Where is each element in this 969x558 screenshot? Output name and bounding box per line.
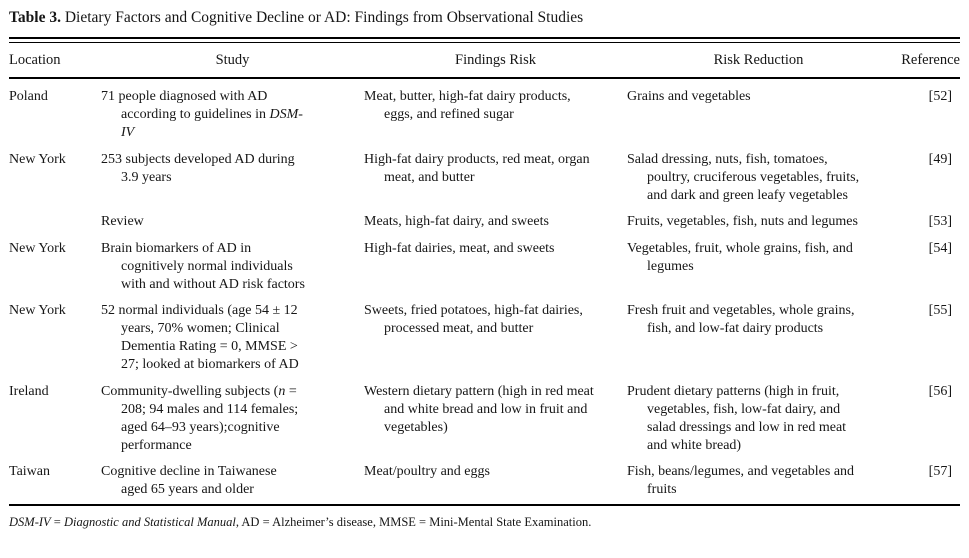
cell-findings-risk: Meats, high-fat dairy, and sweets bbox=[364, 209, 627, 236]
table-caption: Dietary Factors and Cognitive Decline or… bbox=[60, 9, 584, 26]
cell-reference: [55] bbox=[928, 303, 952, 318]
cell-study: 71 people diagnosed with AD according to… bbox=[101, 78, 364, 147]
cell-reference: [49] bbox=[928, 151, 952, 167]
cell-findings-risk-text: Sweets, fried potatoes, high-fat dairies… bbox=[364, 303, 583, 336]
cell-study: 253 subjects developed AD during 3.9 yea… bbox=[101, 147, 364, 210]
header-risk-reduction: Risk Reduction bbox=[627, 43, 890, 79]
cell-study-text: 71 people diagnosed with AD according to… bbox=[101, 89, 303, 140]
bottom-rule bbox=[9, 503, 960, 506]
cell-study-text: Review bbox=[101, 214, 144, 229]
cell-risk-reduction-text: Fruits, vegetables, fish, nuts and legum… bbox=[627, 214, 858, 229]
cell-reference: [52] bbox=[928, 89, 952, 104]
cell-risk-reduction: Grains and vegetables bbox=[627, 78, 890, 147]
cell-location: Taiwan bbox=[9, 464, 51, 479]
table-body: Poland 71 people diagnosed with AD accord… bbox=[9, 78, 960, 504]
table-row: New York 253 subjects developed AD during… bbox=[9, 147, 960, 210]
cell-findings-risk: Meat, butter, high-fat dairy products, e… bbox=[364, 78, 627, 147]
cell-risk-reduction: Fish, beans/legumes, and vegetables and … bbox=[627, 459, 890, 504]
table-number-label: Table 3. bbox=[9, 9, 61, 26]
table-row: Review Meats, high-fat dairy, and sweets F… bbox=[9, 209, 960, 236]
cell-findings-risk-text: High-fat dairies, meat, and sweets bbox=[364, 240, 555, 256]
cell-study: Review bbox=[101, 209, 364, 236]
cell-location: Ireland bbox=[9, 383, 49, 399]
table-row: Taiwan Cognitive decline in Taiwanese age… bbox=[9, 459, 960, 504]
cell-study-text: Cognitive decline in Taiwanese aged 65 y… bbox=[101, 464, 277, 497]
cell-findings-risk-text: High-fat dairy products, red meat, organ… bbox=[364, 151, 590, 185]
table-row: New York 52 normal individuals (age 54 ± … bbox=[9, 298, 960, 379]
cell-findings-risk: High-fat dairies, meat, and sweets bbox=[364, 236, 627, 299]
table-row: Ireland Community-dwelling subjects (n = … bbox=[9, 379, 960, 460]
cell-risk-reduction-text: Fish, beans/legumes, and vegetables and … bbox=[627, 464, 855, 497]
cell-findings-risk-text: Meats, high-fat dairy, and sweets bbox=[364, 214, 549, 229]
cell-findings-risk: High-fat dairy products, red meat, organ… bbox=[364, 147, 627, 210]
table-title: Table 3. Dietary Factors and Cognitive D… bbox=[9, 6, 960, 37]
cell-location: New York bbox=[9, 240, 66, 256]
cell-risk-reduction: Vegetables, fruit, whole grains, fish, a… bbox=[627, 236, 890, 299]
cell-reference: [57] bbox=[928, 464, 952, 479]
cell-risk-reduction: Salad dressing, nuts, fish, tomatoes, po… bbox=[627, 147, 890, 210]
cell-findings-risk-text: Meat/poultry and eggs bbox=[364, 464, 490, 479]
cell-reference: [56] bbox=[928, 383, 952, 399]
cell-risk-reduction-text: Vegetables, fruit, whole grains, fish, a… bbox=[627, 240, 853, 274]
cell-findings-risk-text: Western dietary pattern (high in red mea… bbox=[364, 383, 594, 435]
header-findings-risk: Findings Risk bbox=[364, 43, 627, 79]
cell-study: Brain biomarkers of AD in cognitively no… bbox=[101, 236, 364, 299]
cell-risk-reduction-text: Grains and vegetables bbox=[627, 89, 751, 104]
cell-study-text: Community-dwelling subjects (n = 208; 94… bbox=[101, 383, 299, 453]
cell-study: Cognitive decline in Taiwanese aged 65 y… bbox=[101, 459, 364, 504]
header-row: Location Study Findings Risk Risk Reduct… bbox=[9, 43, 960, 79]
header-location: Location bbox=[9, 43, 101, 79]
cell-study-text: Brain biomarkers of AD in cognitively no… bbox=[101, 240, 305, 292]
top-double-rule bbox=[9, 37, 960, 43]
cell-location: Poland bbox=[9, 89, 48, 104]
cell-risk-reduction: Fresh fruit and vegetables, whole grains… bbox=[627, 298, 890, 379]
cell-reference: [53] bbox=[928, 214, 952, 229]
header-reference: Reference bbox=[890, 43, 960, 79]
dietary-factors-table: Location Study Findings Risk Risk Reduct… bbox=[9, 43, 960, 504]
cell-findings-risk-text: Meat, butter, high-fat dairy products, e… bbox=[364, 89, 571, 122]
cell-study: 52 normal individuals (age 54 ± 12 years… bbox=[101, 298, 364, 379]
cell-findings-risk: Sweets, fried potatoes, high-fat dairies… bbox=[364, 298, 627, 379]
cell-study: Community-dwelling subjects (n = 208; 94… bbox=[101, 379, 364, 460]
cell-risk-reduction-text: Prudent dietary patterns (high in fruit,… bbox=[627, 383, 847, 453]
table-row: New York Brain biomarkers of AD in cognit… bbox=[9, 236, 960, 299]
cell-study-text: 52 normal individuals (age 54 ± 12 years… bbox=[101, 303, 299, 372]
cell-findings-risk: Western dietary pattern (high in red mea… bbox=[364, 379, 627, 460]
cell-location bbox=[9, 209, 101, 236]
cell-study-text: 253 subjects developed AD during 3.9 yea… bbox=[101, 151, 295, 185]
cell-risk-reduction-text: Fresh fruit and vegetables, whole grains… bbox=[627, 303, 855, 336]
table-row: Poland 71 people diagnosed with AD accord… bbox=[9, 78, 960, 147]
cell-reference: [54] bbox=[928, 240, 952, 256]
cell-risk-reduction: Fruits, vegetables, fish, nuts and legum… bbox=[627, 209, 890, 236]
cell-location: New York bbox=[9, 151, 66, 167]
header-study: Study bbox=[101, 43, 364, 79]
cell-findings-risk: Meat/poultry and eggs bbox=[364, 459, 627, 504]
cell-risk-reduction-text: Salad dressing, nuts, fish, tomatoes, po… bbox=[627, 151, 860, 203]
cell-location: New York bbox=[9, 303, 66, 318]
cell-risk-reduction: Prudent dietary patterns (high in fruit,… bbox=[627, 379, 890, 460]
footnote: DSM-IV = Diagnostic and Statistical Manu… bbox=[9, 514, 592, 529]
